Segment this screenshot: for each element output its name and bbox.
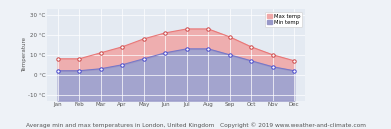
Point [141, 38, 147, 40]
Point [162, 52, 168, 54]
Point [248, 60, 254, 62]
Point [76, 58, 83, 60]
Point [76, 70, 83, 72]
Legend: Max temp, Min temp: Max temp, Min temp [265, 12, 302, 27]
Point [119, 64, 125, 66]
Point [119, 46, 125, 48]
Y-axis label: Temperature: Temperature [22, 37, 27, 72]
Point [98, 68, 104, 70]
Point [291, 70, 297, 72]
Point [205, 28, 211, 30]
Point [205, 48, 211, 50]
Point [184, 28, 190, 30]
Point [98, 52, 104, 54]
Point [270, 66, 276, 68]
Point [248, 46, 254, 48]
Point [162, 32, 168, 34]
Point [270, 54, 276, 56]
Point [227, 36, 233, 38]
Point [227, 54, 233, 56]
Point [291, 60, 297, 62]
Point [55, 70, 61, 72]
Point [141, 58, 147, 60]
Point [184, 48, 190, 50]
Text: Average min and max temperatures in London, United Kingdom   Copyright © 2019 ww: Average min and max temperatures in Lond… [25, 122, 366, 128]
Point [55, 58, 61, 60]
